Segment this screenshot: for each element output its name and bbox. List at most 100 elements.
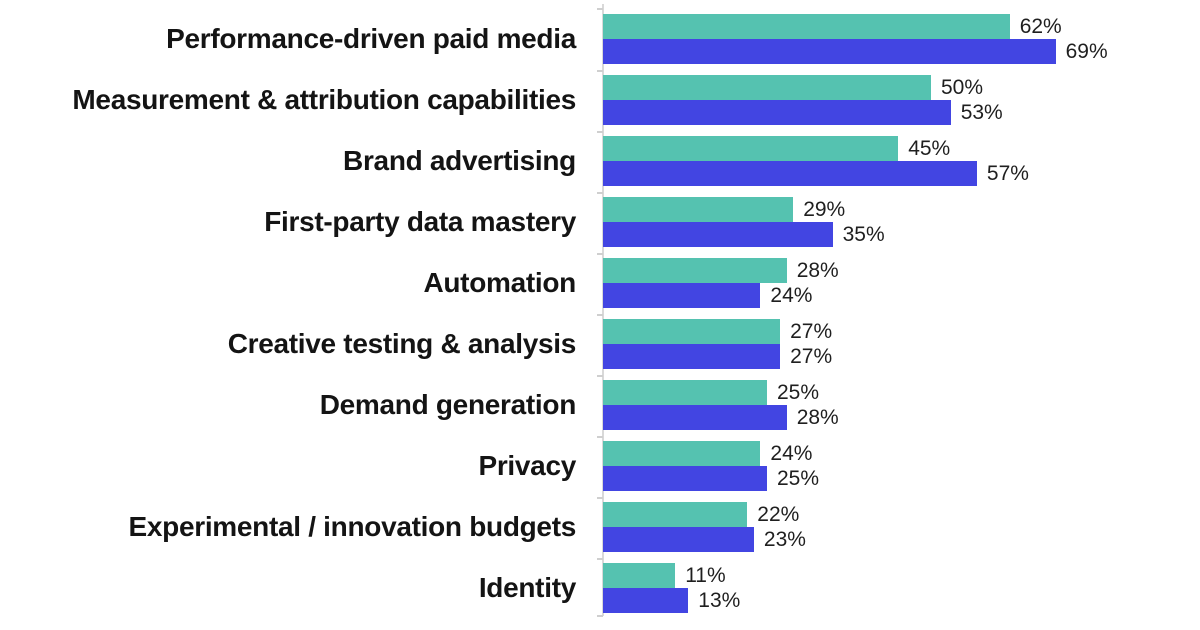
category-label: Creative testing & analysis	[227, 328, 577, 360]
axis-tick	[597, 435, 603, 438]
bar-line: 69%	[603, 39, 1108, 64]
bar-line: 29%	[603, 197, 885, 222]
bar-line: 28%	[603, 405, 839, 430]
bar-line: 25%	[603, 380, 839, 405]
axis-tick	[597, 496, 603, 499]
bar-line: 62%	[603, 14, 1108, 39]
chart-row: Demand generation 25% 28%	[0, 380, 1108, 430]
blue-series-bar	[603, 527, 754, 552]
teal-series-bar	[603, 136, 899, 161]
bar-line: 28%	[603, 258, 839, 283]
bar-line: 13%	[603, 588, 740, 613]
teal-series-bar	[603, 502, 748, 527]
chart-row: Privacy 24% 25%	[0, 441, 1108, 491]
bar-line: 24%	[603, 441, 819, 466]
category-label: Privacy	[478, 450, 576, 482]
blue-series-value-label: 53%	[960, 100, 1003, 124]
teal-series-value-label: 27%	[790, 319, 833, 343]
teal-series-bar	[603, 319, 781, 344]
bar-line: 45%	[603, 136, 1029, 161]
teal-series-bar	[603, 75, 931, 100]
teal-series-bar	[603, 563, 676, 588]
bar-line: 25%	[603, 466, 819, 491]
axis-tick	[597, 191, 603, 194]
chart-row: Brand advertising 45% 57%	[0, 136, 1108, 186]
axis-tick	[597, 69, 603, 72]
bar-line: 27%	[603, 344, 832, 369]
blue-series-bar	[603, 405, 787, 430]
blue-series-bar	[603, 283, 761, 308]
bar-group: 11% 13%	[576, 563, 740, 613]
bar-line: 23%	[603, 527, 806, 552]
category-label: Brand advertising	[343, 145, 576, 177]
teal-series-bar	[603, 441, 761, 466]
bar-group: 27% 27%	[576, 319, 832, 369]
chart-row: First-party data mastery 29% 35%	[0, 197, 1108, 247]
teal-series-value-label: 24%	[770, 441, 813, 465]
bar-group: 45% 57%	[576, 136, 1029, 186]
teal-series-bar	[603, 258, 787, 283]
teal-series-bar	[603, 197, 794, 222]
bar-line: 22%	[603, 502, 806, 527]
blue-series-value-label: 13%	[698, 588, 741, 612]
chart-row: Creative testing & analysis 27% 27%	[0, 319, 1108, 369]
chart-row: Performance-driven paid media 62% 69%	[0, 14, 1108, 64]
axis-tick	[597, 313, 603, 316]
category-label: Identity	[478, 572, 576, 604]
category-label: Automation	[423, 267, 576, 299]
bar-group: 25% 28%	[576, 380, 839, 430]
blue-series-value-label: 57%	[986, 161, 1029, 185]
blue-series-value-label: 25%	[777, 466, 820, 490]
bar-group: 22% 23%	[576, 502, 806, 552]
teal-series-value-label: 50%	[941, 75, 984, 99]
chart-row: Experimental / innovation budgets 22% 23%	[0, 502, 1108, 552]
blue-series-value-label: 23%	[763, 527, 806, 551]
teal-series-bar	[603, 380, 767, 405]
teal-series-value-label: 29%	[803, 197, 846, 221]
blue-series-bar	[603, 100, 951, 125]
teal-series-bar	[603, 14, 1010, 39]
chart-row: Automation 28% 24%	[0, 258, 1108, 308]
bar-line: 57%	[603, 161, 1029, 186]
bar-line: 35%	[603, 222, 885, 247]
blue-series-bar	[603, 222, 833, 247]
chart-row: Identity 11% 13%	[0, 563, 1108, 613]
bar-line: 27%	[603, 319, 832, 344]
blue-series-value-label: 24%	[770, 283, 813, 307]
bar-group: 24% 25%	[576, 441, 819, 491]
category-label: First-party data mastery	[264, 206, 576, 238]
blue-series-value-label: 35%	[842, 222, 885, 246]
teal-series-value-label: 22%	[757, 502, 800, 526]
axis-tick	[597, 615, 603, 617]
blue-series-value-label: 69%	[1065, 39, 1108, 63]
chart-row: Measurement & attribution capabilities 50…	[0, 75, 1108, 125]
axis-tick	[597, 8, 603, 10]
blue-series-bar	[603, 344, 781, 369]
teal-series-value-label: 62%	[1019, 14, 1062, 38]
category-label: Measurement & attribution capabilities	[72, 84, 576, 116]
blue-series-bar	[603, 39, 1056, 64]
bar-line: 53%	[603, 100, 1003, 125]
teal-series-value-label: 45%	[908, 136, 951, 160]
teal-series-value-label: 28%	[796, 258, 839, 282]
bar-group: 28% 24%	[576, 258, 839, 308]
blue-series-bar	[603, 588, 689, 613]
bar-line: 24%	[603, 283, 839, 308]
bar-line: 11%	[603, 563, 740, 588]
teal-series-value-label: 11%	[685, 563, 726, 587]
axis-tick	[597, 130, 603, 133]
blue-series-bar	[603, 466, 767, 491]
blue-series-bar	[603, 161, 977, 186]
chart-rows: Performance-driven paid media 62% 69% Measu…	[0, 14, 1108, 613]
axis-tick	[597, 374, 603, 377]
blue-series-value-label: 28%	[796, 405, 839, 429]
bar-line: 50%	[603, 75, 1003, 100]
axis-tick	[597, 252, 603, 255]
category-label: Experimental / innovation budgets	[128, 511, 577, 543]
bar-group: 50% 53%	[576, 75, 1003, 125]
category-axis-line	[602, 4, 604, 616]
category-label: Performance-driven paid media	[166, 23, 576, 55]
axis-tick	[597, 557, 603, 560]
teal-series-value-label: 25%	[777, 380, 820, 404]
